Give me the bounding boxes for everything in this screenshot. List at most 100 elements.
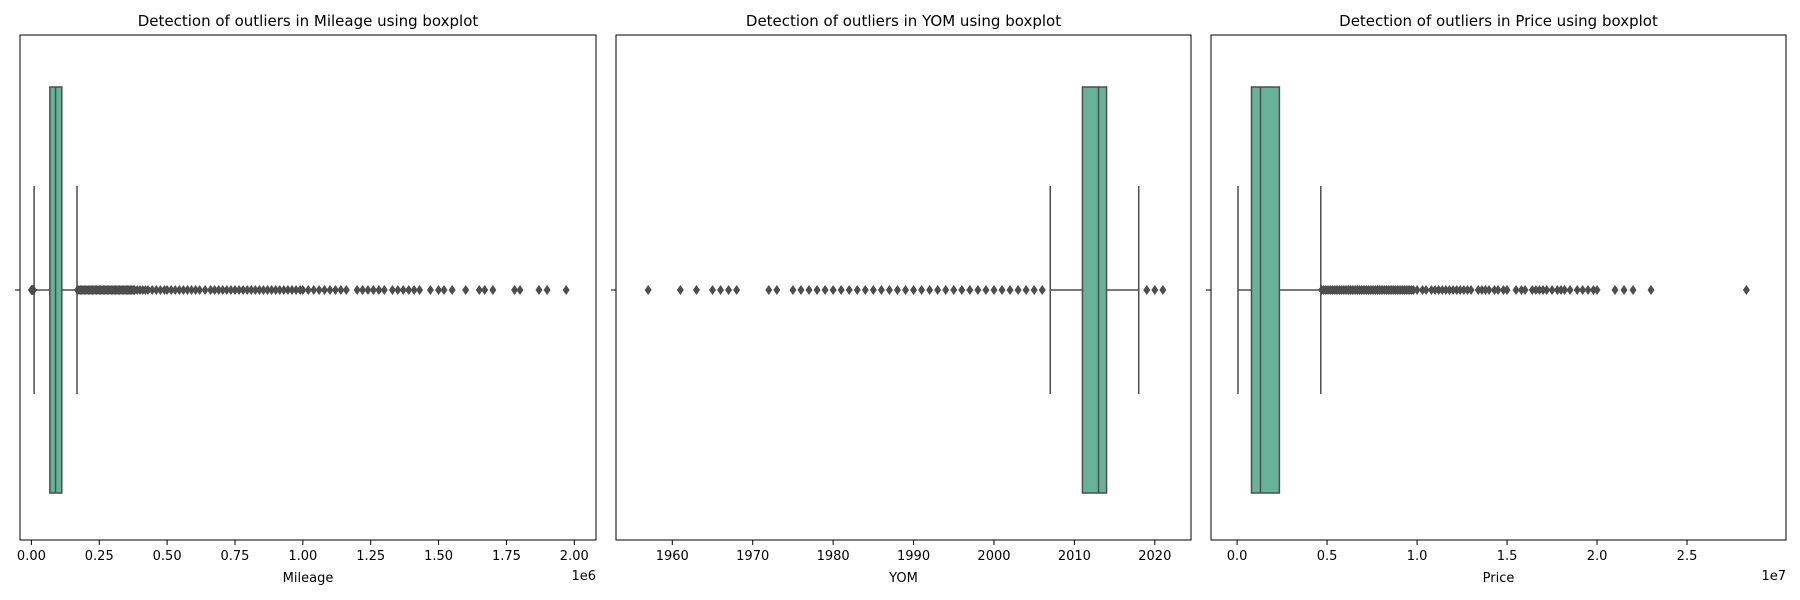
outlier-point [215,285,223,295]
outlier-point [1573,285,1581,295]
outlier-point [364,285,372,295]
outlier-point [416,285,424,295]
outlier-point [1611,285,1619,295]
outlier-point [1499,285,1507,295]
outlier-point [299,285,307,295]
x-tick-label: 0.50 [153,549,182,564]
price-boxplot-panel: Detection of outliers in Price using box… [1206,12,1787,586]
outlier-point [163,285,171,295]
outlier-point [405,285,413,295]
outlier-point [288,285,296,295]
outlier-point [1521,285,1529,295]
outlier-point [1143,285,1151,295]
outlier-point [966,285,974,295]
outlier-point [853,285,861,295]
outlier-point [1445,285,1453,295]
outlier-point [926,285,934,295]
iqr-box [1250,86,1281,494]
chart-title: Detection of outliers in Price using box… [1339,12,1658,30]
outlier-point [813,285,821,295]
outlier-point [1467,285,1475,295]
outlier-point [426,285,434,295]
outlier-point [1463,285,1471,295]
outlier-point [1557,285,1565,295]
outlier-point [201,285,209,295]
outlier-point [1490,285,1498,295]
outlier-point [990,285,998,295]
outlier-point [1159,285,1167,295]
outlier-point [1528,285,1536,295]
outlier-point [1435,285,1443,295]
outlier-point [475,285,483,295]
axes-frame [1210,34,1787,541]
x-tick-label: 2.00 [560,549,589,564]
outlier-point [231,285,239,295]
outlier-point [1503,285,1511,295]
outlier-point [223,285,231,295]
outlier-point [1620,285,1628,295]
outlier-point [171,285,179,295]
outlier-point [1038,285,1046,295]
outlier-point [1427,285,1435,295]
outlier-point [268,285,276,295]
outlier-point [235,285,243,295]
x-axis-label: Mileage [283,571,334,586]
outlier-point [435,285,443,295]
x-tick-label: 1.25 [356,549,385,564]
outlier-point [692,285,700,295]
outlier-point [481,285,489,295]
x-tick-label: 2010 [1058,549,1091,564]
outlier-point [440,285,448,295]
outlier-point [1460,285,1468,295]
outlier-point [821,285,829,295]
outlier-point [315,285,323,295]
outlier-point [321,285,329,295]
iqr-box [1081,86,1108,494]
outlier-point [942,285,950,295]
outlier-point [1742,285,1750,295]
x-tick-label: 2.5 [1677,549,1698,564]
outlier-point [789,285,797,295]
outlier-point [709,285,717,295]
outlier-point [353,285,361,295]
outlier-point [1543,285,1551,295]
outlier-point [676,285,684,295]
outlier-point [733,285,741,295]
outlier-point [516,285,524,295]
outlier-point [259,285,267,295]
chart-title: Detection of outliers in Mileage using b… [138,12,479,30]
outlier-point [243,285,251,295]
outlier-point [1014,285,1022,295]
outlier-point [1579,285,1587,295]
outlier-point [717,285,725,295]
outlier-point [805,285,813,295]
outlier-point [1566,285,1574,295]
outlier-point [489,285,497,295]
outlier-point [902,285,910,295]
outlier-point [188,285,196,295]
outlier-point [152,285,160,295]
outlier-point [410,285,418,295]
outlier-point [219,285,227,295]
outlier-point [1474,285,1482,295]
outlier-point [337,285,345,295]
x-tick-label: 1.5 [1497,549,1518,564]
outlier-point [562,285,570,295]
outlier-point [950,285,958,295]
outlier-point [1438,285,1446,295]
outlier-point [1553,285,1561,295]
outlier-point [331,285,339,295]
outlier-point [359,285,367,295]
outlier-point [462,285,470,295]
outlier-point [310,285,318,295]
outlier-point [1022,285,1030,295]
outlier-point [196,285,204,295]
outlier-point [1442,285,1450,295]
outlier-point [543,285,551,295]
outlier-point [342,285,350,295]
outlier-point [1561,285,1569,295]
outlier-point [934,285,942,295]
outlier-point [765,285,773,295]
outlier-point [1535,285,1543,295]
outlier-point [535,285,543,295]
